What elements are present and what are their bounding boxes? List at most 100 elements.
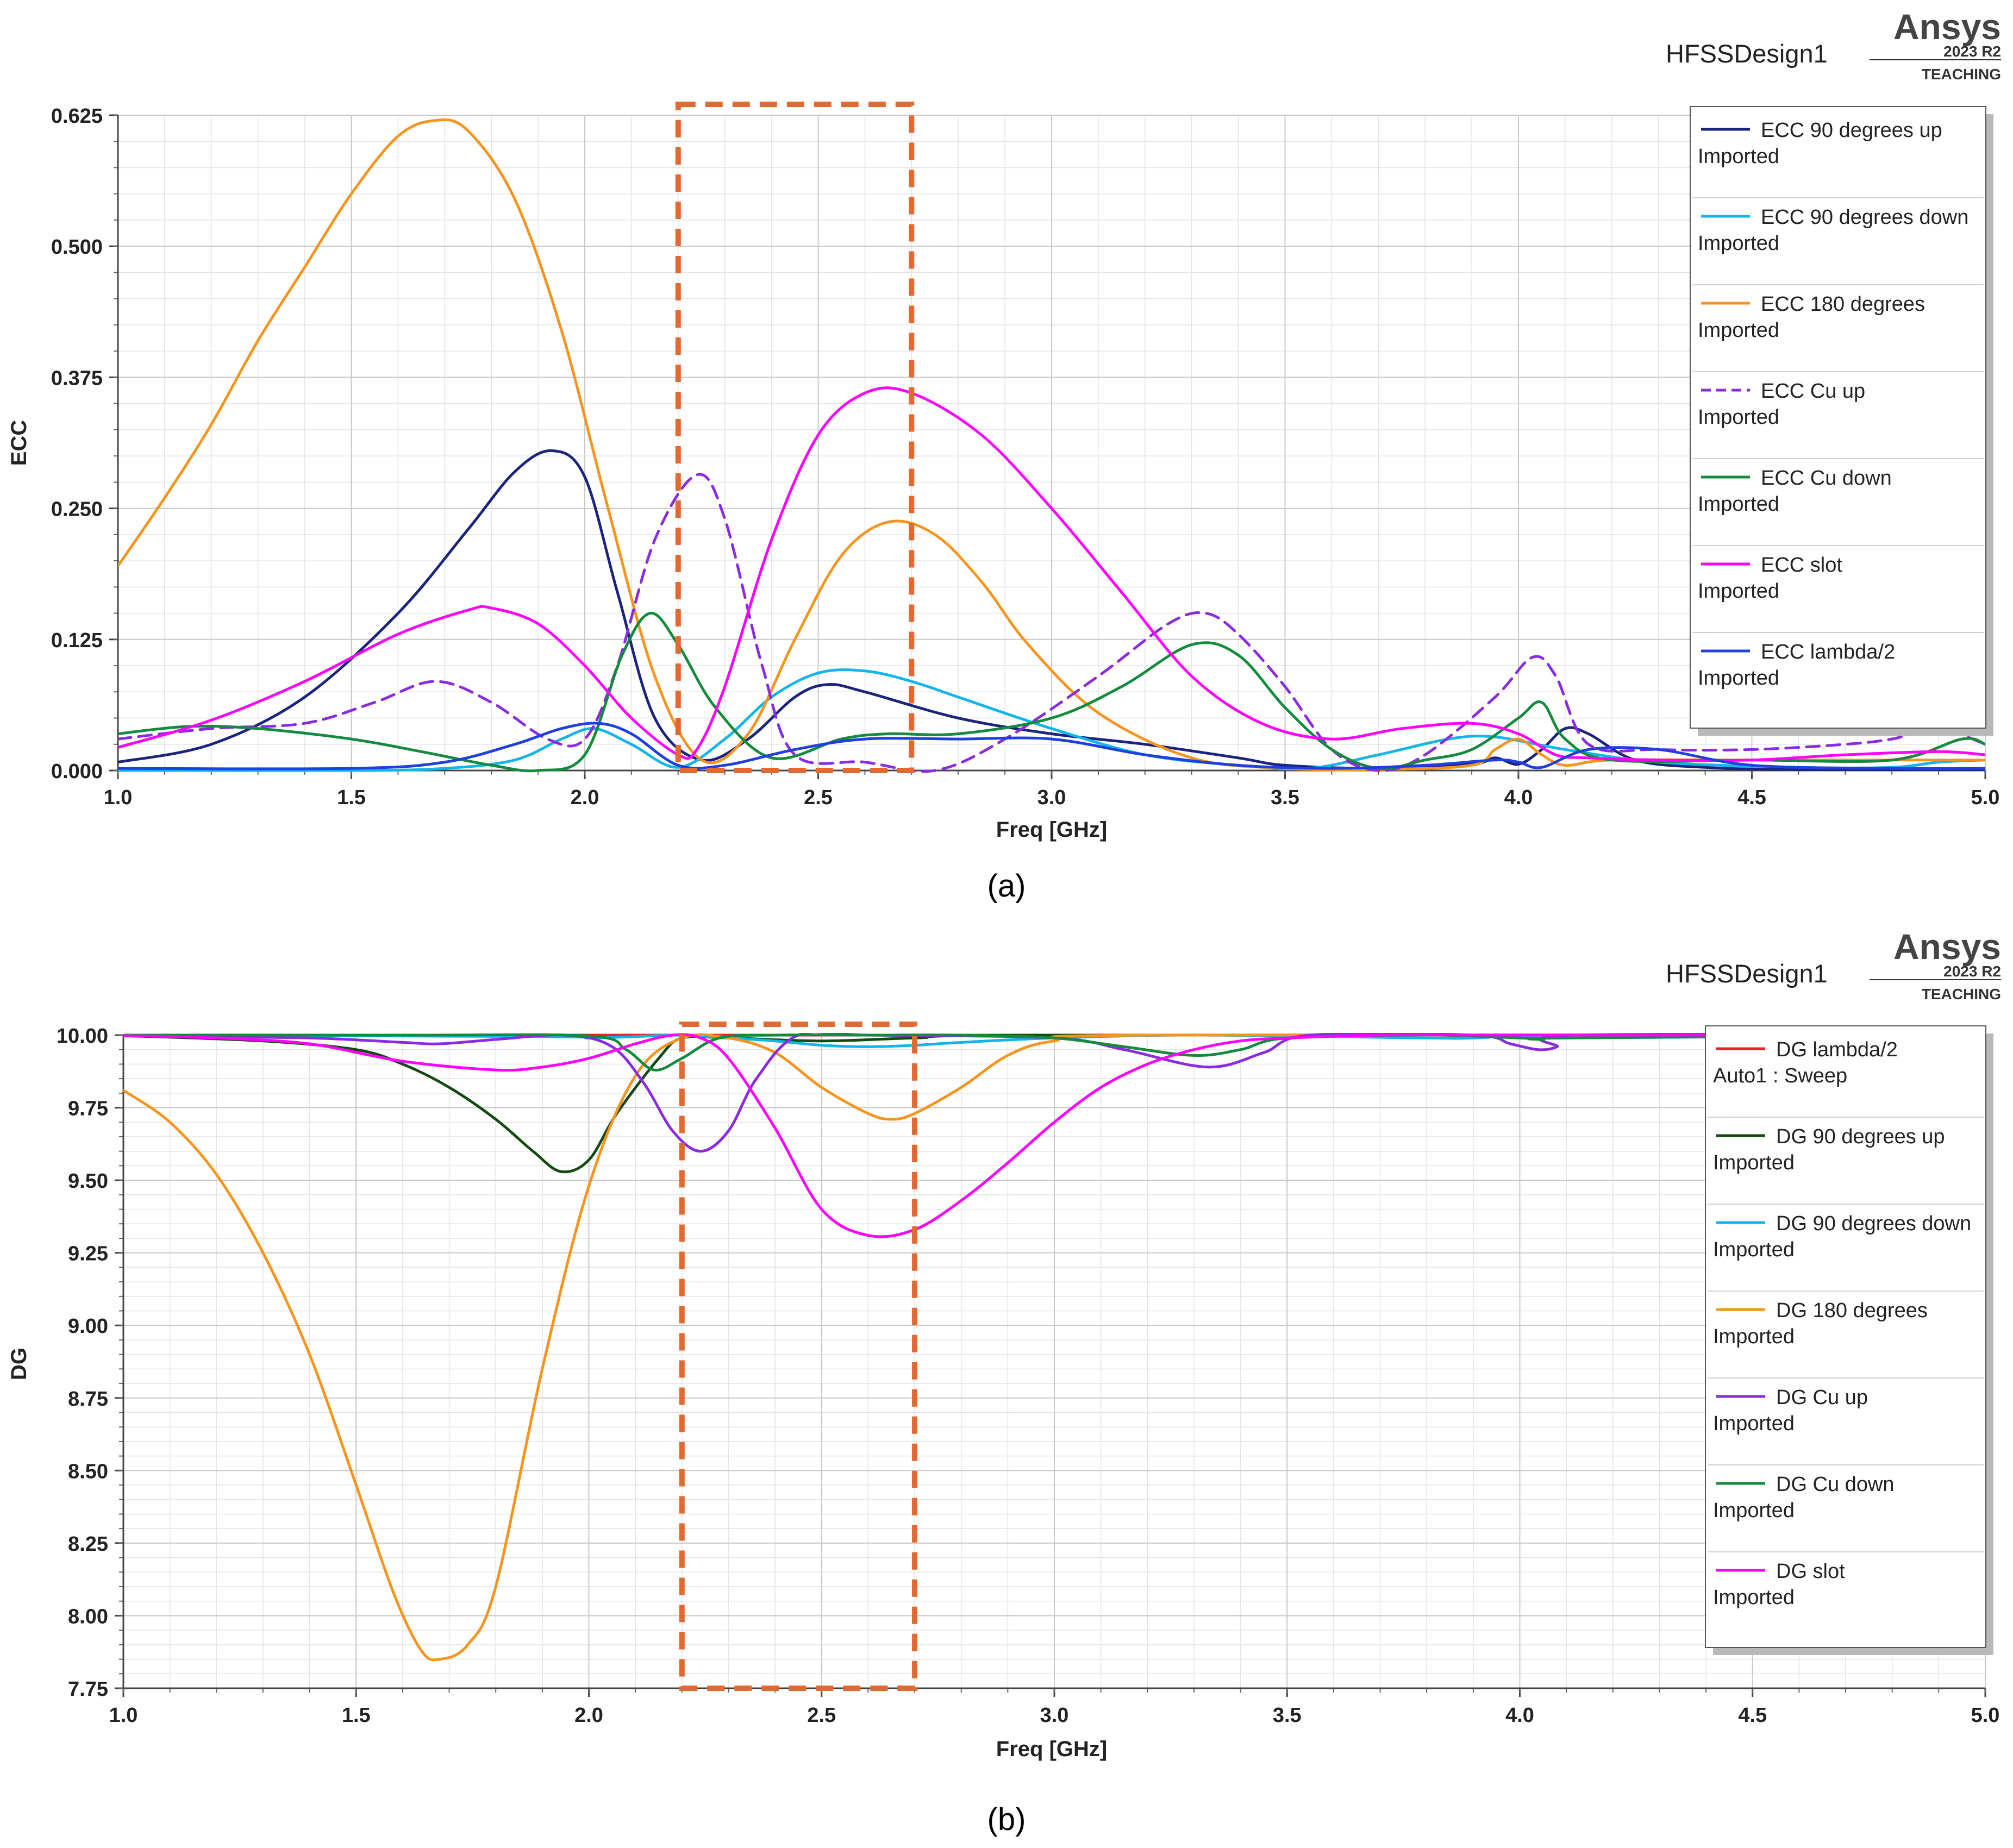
legend-entry-ecc-cu-down: ECC Cu down Imported bbox=[1692, 467, 1984, 546]
legend-label: ECC 90 degrees up bbox=[1761, 119, 1942, 142]
x-tick-label: 5.0 bbox=[1971, 786, 2000, 809]
series-group bbox=[123, 1033, 1985, 1662]
x-tick-label: 3.0 bbox=[1037, 786, 1066, 809]
legend-label: DG 90 degrees up bbox=[1776, 1125, 1945, 1148]
legend-entry-dg-cu-down: DG Cu down Imported bbox=[1708, 1473, 1984, 1552]
y-tick-label: 0.625 bbox=[51, 105, 103, 128]
x-tick-label: 4.5 bbox=[1738, 1704, 1767, 1727]
legend-entry-dg-lambda-2: DG lambda/2 Auto1 : Sweep bbox=[1708, 1038, 1984, 1118]
logo-edition: TEACHING bbox=[1922, 986, 2001, 1003]
legend-source: Imported bbox=[1713, 1412, 1795, 1435]
y-tick-label: 0.250 bbox=[51, 498, 103, 521]
series-line-ecc-cu-up bbox=[118, 473, 1985, 773]
legend-entry-ecc-90-degrees-up: ECC 90 degrees up Imported bbox=[1692, 119, 1984, 198]
y-tick-label: 0.500 bbox=[51, 236, 103, 259]
design-title: HFSSDesign1 bbox=[1666, 959, 1828, 988]
legend-entry-dg-90-degrees-up: DG 90 degrees up Imported bbox=[1708, 1125, 1984, 1205]
x-tick-label: 4.0 bbox=[1504, 786, 1533, 809]
legend-label: DG 180 degrees bbox=[1776, 1299, 1928, 1322]
legend-label: DG Cu up bbox=[1776, 1386, 1868, 1409]
legend-entry-dg-slot: DG slot Imported bbox=[1713, 1560, 1845, 1609]
y-tick-label: 9.25 bbox=[68, 1243, 108, 1266]
series-line-dg-slot bbox=[123, 1033, 1985, 1238]
legend-entry-ecc-cu-up: ECC Cu up Imported bbox=[1692, 380, 1984, 459]
y-tick-label: 0.000 bbox=[51, 760, 103, 783]
x-tick-label: 2.0 bbox=[574, 1704, 603, 1727]
panel-label: (b) bbox=[987, 1802, 1026, 1837]
x-tick-label: 2.5 bbox=[804, 786, 833, 809]
legend-entry-dg-cu-up: DG Cu up Imported bbox=[1708, 1386, 1984, 1465]
y-tick-label: 8.25 bbox=[68, 1533, 108, 1556]
legend-entry-dg-180-degrees: DG 180 degrees Imported bbox=[1708, 1299, 1984, 1379]
legend-source: Imported bbox=[1698, 493, 1779, 516]
legend-box bbox=[1690, 106, 1986, 729]
x-tick-label: 4.0 bbox=[1505, 1704, 1534, 1727]
y-tick-label: 8.50 bbox=[68, 1460, 108, 1483]
series-group bbox=[118, 118, 1985, 773]
series-line-dg-cu-down bbox=[123, 1033, 1985, 1072]
legend-source: Imported bbox=[1698, 232, 1779, 255]
panel-label: (a) bbox=[987, 868, 1026, 904]
x-tick-label: 3.0 bbox=[1040, 1704, 1069, 1727]
y-tick-label: 10.00 bbox=[57, 1025, 108, 1048]
ansys-logo: Ansys bbox=[1893, 7, 2001, 47]
x-axis-label: Freq [GHz] bbox=[996, 818, 1107, 842]
series-line-ecc-cu-down bbox=[118, 612, 1985, 773]
x-axis: 1.0 1.5 2.0 2.5 3.0 3.5 4.0 4.5 5.0 bbox=[109, 1687, 2000, 1727]
highlight-band bbox=[679, 1022, 918, 1691]
y-axis-label: DG bbox=[7, 1348, 31, 1380]
y-tick-label: 9.00 bbox=[68, 1315, 108, 1338]
x-tick-label: 4.5 bbox=[1737, 786, 1766, 809]
legend-source: Imported bbox=[1713, 1499, 1795, 1522]
legend-source: Imported bbox=[1713, 1151, 1795, 1174]
y-axis-label: ECC bbox=[7, 420, 31, 466]
logo-edition: TEACHING bbox=[1922, 66, 2001, 83]
y-tick-label: 9.75 bbox=[68, 1098, 108, 1120]
y-tick-label: 8.75 bbox=[68, 1388, 108, 1411]
legend-source: Imported bbox=[1698, 145, 1779, 168]
legend-label: ECC 90 degrees down bbox=[1761, 206, 1968, 229]
legend-entry-ecc-180-degrees: ECC 180 degrees Imported bbox=[1692, 293, 1984, 372]
series-line-ecc-lambda-2 bbox=[118, 722, 1985, 770]
x-tick-label: 3.5 bbox=[1271, 786, 1299, 809]
legend-label: ECC lambda/2 bbox=[1761, 641, 1895, 663]
legend-box bbox=[1705, 1025, 1986, 1648]
x-axis: 1.0 1.5 2.0 2.5 3.0 3.5 4.0 4.5 5.0 bbox=[104, 769, 2000, 809]
ansys-logo: Ansys bbox=[1893, 926, 2001, 967]
legend-source: Auto1 : Sweep bbox=[1713, 1064, 1847, 1087]
series-line-dg-180-degrees bbox=[123, 1033, 1985, 1662]
logo-version: 2023 R2 bbox=[1943, 963, 2001, 980]
panel-b: HFSSDesign1 Ansys 2023 R2 TEACHING 7.75 8… bbox=[7, 926, 2001, 1837]
legend-label: ECC slot bbox=[1761, 554, 1842, 577]
x-tick-label: 1.0 bbox=[109, 1704, 138, 1727]
x-axis-label: Freq [GHz] bbox=[996, 1737, 1107, 1761]
legend-entry-ecc-slot: ECC slot Imported bbox=[1692, 554, 1984, 633]
y-axis: 7.75 8.00 8.25 8.50 8.75 9.00 9.25 9.50 9.75 10.0… bbox=[57, 1025, 124, 1701]
legend-source: Imported bbox=[1698, 667, 1779, 690]
legend-label: DG lambda/2 bbox=[1776, 1038, 1898, 1061]
x-tick-label: 1.0 bbox=[104, 786, 133, 809]
legend-source: Imported bbox=[1713, 1238, 1795, 1261]
x-tick-label: 2.0 bbox=[571, 786, 599, 809]
legend-source: Imported bbox=[1713, 1586, 1795, 1609]
y-tick-label: 0.375 bbox=[51, 367, 103, 390]
legend-label: ECC Cu down bbox=[1761, 467, 1892, 490]
x-tick-label: 1.5 bbox=[342, 1704, 371, 1727]
y-tick-label: 9.50 bbox=[68, 1170, 108, 1193]
series-line-ecc-slot bbox=[118, 386, 1985, 762]
legend-source: Imported bbox=[1698, 319, 1779, 342]
x-tick-label: 2.5 bbox=[807, 1704, 836, 1727]
legend-entry-dg-90-degrees-down: DG 90 degrees down Imported bbox=[1708, 1212, 1984, 1292]
x-tick-label: 1.5 bbox=[337, 786, 366, 809]
x-tick-label: 5.0 bbox=[1971, 1704, 2000, 1727]
legend-label: ECC 180 degrees bbox=[1761, 293, 1925, 316]
legend-source: Imported bbox=[1713, 1325, 1795, 1348]
legend-source: Imported bbox=[1698, 406, 1779, 429]
legend-label: DG Cu down bbox=[1776, 1473, 1895, 1496]
legend-source: Imported bbox=[1698, 580, 1779, 603]
legend-entry-ecc-90-degrees-down: ECC 90 degrees down Imported bbox=[1692, 206, 1984, 285]
legend-entry-ecc-lambda-2: ECC lambda/2 Imported bbox=[1698, 641, 1895, 690]
legend-label: DG slot bbox=[1776, 1560, 1845, 1583]
